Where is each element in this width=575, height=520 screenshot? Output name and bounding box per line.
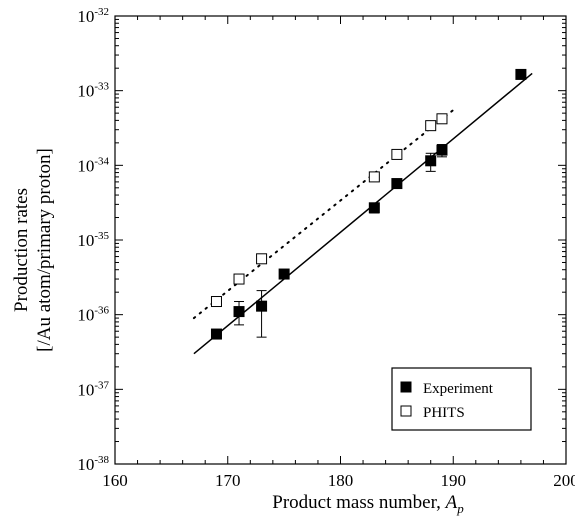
data-point-experiment bbox=[436, 144, 448, 156]
data-point-experiment bbox=[368, 202, 380, 214]
y-tick-label-base: 10 bbox=[77, 7, 94, 26]
y-tick-label-exponent: -35 bbox=[94, 230, 109, 242]
data-point-phits bbox=[256, 253, 268, 265]
axis-ticks: 160 170 180 190 20010-3810-3710-3610-3510-34… bbox=[77, 6, 575, 490]
y-tick-label: 10-32 bbox=[77, 6, 109, 26]
x-axis-title-variable: A bbox=[444, 492, 458, 513]
data-point-phits bbox=[425, 120, 437, 132]
data-point-phits bbox=[436, 113, 448, 125]
x-tick-label: 160 bbox=[102, 471, 128, 490]
y-tick-label-base: 10 bbox=[77, 231, 94, 250]
x-tick-label: 190 bbox=[441, 471, 467, 490]
data-markers bbox=[210, 68, 527, 340]
fit-line-experiment bbox=[193, 72, 533, 355]
y-axis-title-line1: Production rates bbox=[11, 188, 32, 312]
fit-lines bbox=[192, 72, 533, 355]
y-tick-label-exponent: -36 bbox=[94, 305, 109, 317]
fit-line-phits bbox=[192, 109, 455, 320]
x-tick-label: 180 bbox=[328, 471, 354, 490]
x-axis-title: Product mass number, Ap bbox=[272, 492, 464, 516]
y-tick-label-base: 10 bbox=[77, 380, 94, 399]
data-point-experiment bbox=[256, 300, 268, 312]
y-tick-label-base: 10 bbox=[77, 306, 94, 325]
data-point-phits bbox=[210, 296, 222, 308]
data-point-experiment bbox=[210, 328, 222, 340]
y-tick-label: 10-37 bbox=[77, 379, 109, 399]
data-point-phits bbox=[233, 273, 245, 285]
data-point-phits bbox=[391, 148, 403, 160]
y-tick-label: 10-38 bbox=[77, 454, 109, 474]
y-tick-label: 10-36 bbox=[77, 305, 109, 325]
y-axis-title: Production rates [/Au atom/primary proto… bbox=[11, 148, 55, 352]
legend-marker-phits bbox=[400, 405, 412, 417]
y-tick-label-exponent: -38 bbox=[94, 454, 109, 466]
y-tick-label: 10-33 bbox=[77, 81, 109, 101]
data-point-experiment bbox=[278, 268, 290, 280]
x-axis-title-text: Product mass number, bbox=[272, 492, 445, 513]
legend-label-experiment: Experiment bbox=[423, 381, 494, 397]
y-tick-label-base: 10 bbox=[77, 82, 94, 101]
y-tick-label-base: 10 bbox=[77, 455, 94, 474]
x-tick-label: 200 bbox=[553, 471, 575, 490]
x-tick-label: 170 bbox=[215, 471, 241, 490]
data-point-phits bbox=[368, 171, 380, 183]
legend: Experiment PHITS bbox=[391, 367, 532, 431]
y-tick-label-exponent: -33 bbox=[94, 81, 109, 93]
data-point-experiment bbox=[391, 178, 403, 190]
legend-label-phits: PHITS bbox=[423, 405, 465, 421]
y-tick-label-base: 10 bbox=[77, 156, 94, 175]
y-tick-label-exponent: -34 bbox=[94, 155, 109, 167]
data-point-experiment bbox=[233, 306, 245, 318]
y-tick-label-exponent: -32 bbox=[94, 6, 109, 18]
legend-marker-experiment bbox=[400, 381, 412, 393]
y-axis-title-line2: [/Au atom/primary proton] bbox=[34, 148, 55, 352]
y-tick-label-exponent: -37 bbox=[94, 379, 109, 391]
y-tick-label: 10-34 bbox=[77, 155, 109, 175]
x-axis-title-subscript: p bbox=[456, 501, 464, 516]
y-tick-label: 10-35 bbox=[77, 230, 109, 250]
data-point-experiment bbox=[425, 155, 437, 167]
legend-box bbox=[391, 367, 532, 431]
data-point-experiment bbox=[515, 68, 527, 80]
